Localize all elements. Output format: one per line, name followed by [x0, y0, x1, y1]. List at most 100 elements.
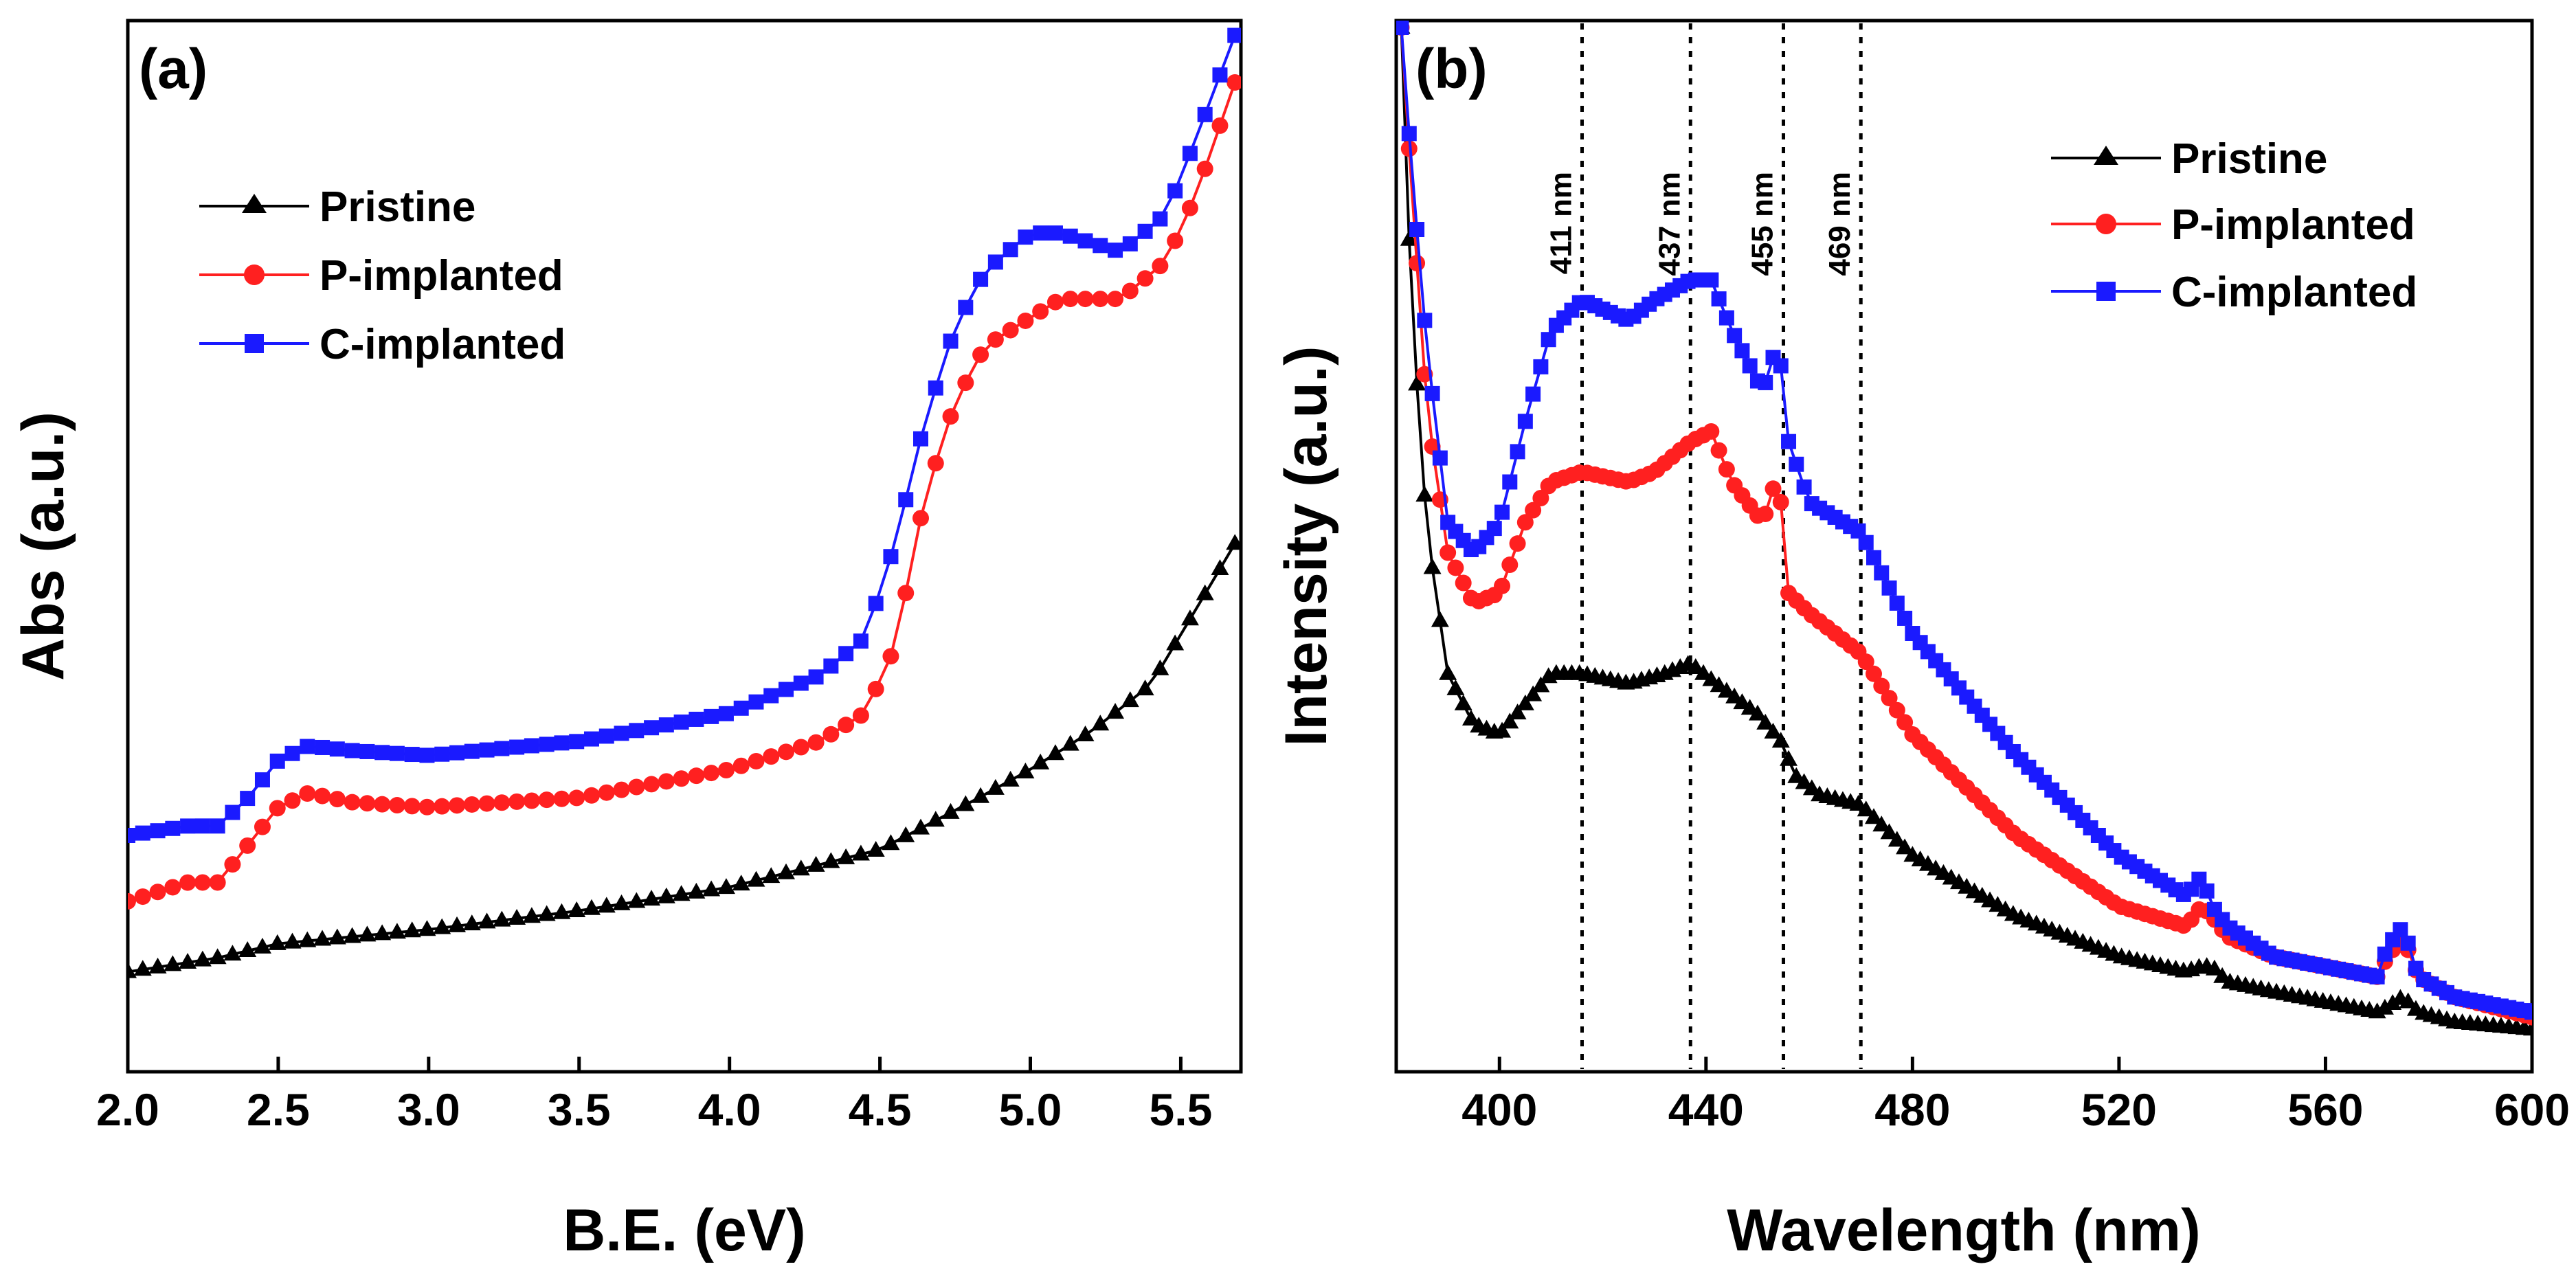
panel-a-point-pristine — [1136, 679, 1154, 696]
panel-b-point-p-implanted — [1525, 502, 1542, 519]
panel-a-point-p-implanted — [209, 874, 226, 891]
panel-b-point-p-implanted — [1455, 574, 1472, 592]
panel-a-point-p-implanted — [359, 795, 376, 812]
panel-a-point-c-implanted — [479, 742, 495, 758]
panel-a-point-p-implanted — [403, 798, 421, 815]
panel-b-frame — [1394, 19, 2534, 1074]
panel-a-point-pristine — [403, 921, 421, 938]
panel-a-point-pristine — [508, 908, 526, 925]
panel-b-point-c-implanted — [2377, 946, 2393, 962]
panel-a-point-pristine — [313, 930, 332, 946]
panel-a-point-pristine — [1016, 762, 1035, 778]
panel-b-point-c-implanted — [1533, 359, 1549, 374]
legend-b-label-pristine: Pristine — [2171, 135, 2327, 183]
panel-a-point-p-implanted — [1017, 312, 1034, 329]
panel-a-x-tick-label: 2.5 — [247, 1084, 310, 1135]
panel-a-point-c-implanted — [524, 738, 539, 754]
panel-a-point-c-implanted — [284, 745, 300, 761]
panel-a-point-p-implanted — [927, 455, 944, 472]
panel-b-point-p-implanted — [1881, 690, 1898, 707]
panel-a-point-c-implanted — [1093, 238, 1108, 254]
panel-b-point-c-implanted — [2199, 883, 2215, 899]
panel-a-point-c-implanted — [1018, 229, 1033, 245]
panel-b-point-c-implanted — [1502, 474, 1518, 490]
panel-a-point-c-implanted — [419, 747, 435, 763]
panel-a-point-p-implanted — [388, 797, 405, 814]
panel-a-point-c-implanted — [449, 745, 465, 761]
panel-b-point-p-implanted — [1532, 490, 1549, 507]
panel-a-point-p-implanted — [852, 707, 869, 724]
panel-a-point-p-implanted — [374, 796, 391, 813]
panel-b-legend: Pristine P-implanted C-implanted — [2051, 135, 2417, 316]
panel-a-point-p-implanted — [254, 818, 271, 835]
panel-b-x-tick-label: 440 — [1668, 1084, 1744, 1135]
panel-a-point-p-implanted — [224, 856, 241, 873]
panel-b-point-pristine — [1439, 664, 1457, 680]
panel-a-frame — [126, 19, 1243, 1074]
panel-a-x-tick-label: 3.5 — [548, 1084, 611, 1135]
panel-a-point-p-implanted — [1152, 258, 1169, 275]
panel-a-point-p-implanted — [164, 879, 181, 896]
reference-line-label: 437 nm — [1653, 172, 1686, 276]
panel-a-point-c-implanted — [987, 254, 1003, 270]
panel-a-point-p-implanted — [463, 796, 480, 813]
panel-b-point-pristine — [1748, 704, 1767, 721]
panel-a-point-pristine — [612, 894, 631, 910]
panel-a-point-c-implanted — [644, 720, 660, 736]
legend-b-marker-pristine — [2094, 146, 2118, 165]
panel-a-point-c-implanted — [329, 741, 345, 757]
panel-a-point-c-implanted — [1122, 236, 1138, 251]
panel-a-point-p-implanted — [418, 798, 436, 816]
panel-b-point-pristine — [1872, 816, 1891, 832]
panel-b-point-c-implanted — [2393, 922, 2408, 938]
panel-b-y-axis-title: Intensity (a.u.) — [1273, 346, 1339, 747]
panel-a-point-pristine — [792, 859, 810, 876]
panel-b-point-pristine — [2384, 994, 2402, 1010]
panel-a-point-c-implanted — [1152, 211, 1168, 227]
panel-a-point-c-implanted — [958, 300, 974, 315]
panel-b-point-p-implanted — [1447, 559, 1464, 576]
panel-a-point-p-implanted — [553, 790, 570, 807]
panel-a-y-axis-title: Abs (a.u.) — [10, 412, 76, 681]
panel-b-point-p-implanted — [1718, 461, 1735, 478]
panel-a-point-c-implanted — [194, 818, 210, 834]
panel-b-point-c-implanted — [1409, 222, 1425, 237]
panel-a-point-pristine — [343, 927, 361, 943]
panel-a-point-pristine — [777, 863, 796, 879]
panel-b-point-c-implanted — [1432, 450, 1448, 466]
panel-b-point-pristine — [1454, 694, 1472, 710]
panel-a-point-pristine — [388, 923, 406, 939]
panel-a-point-pristine — [717, 878, 735, 895]
panel-a-point-c-implanted — [629, 723, 645, 739]
panel-b-point-pristine — [1686, 657, 1705, 674]
panel-b-point-p-implanted — [1873, 677, 1890, 695]
panel-a-point-pristine — [1046, 744, 1064, 761]
panel-a-point-c-implanted — [210, 818, 225, 834]
panel-a-point-c-implanted — [704, 708, 719, 724]
panel-b-point-p-implanted — [1516, 514, 1534, 531]
panel-a-point-p-implanted — [972, 346, 989, 363]
panel-b-point-pristine — [1857, 800, 1875, 817]
panel-a-point-c-implanted — [928, 380, 943, 396]
panel-b-point-c-implanted — [1734, 343, 1750, 359]
panel-a-point-pristine — [1151, 659, 1169, 675]
panel-b-point-p-implanted — [1896, 714, 1914, 731]
panel-a-point-c-implanted — [779, 682, 794, 697]
panel-b-point-pristine — [1408, 374, 1426, 391]
panel-b-point-pristine — [1446, 679, 1465, 695]
panel-a-point-c-implanted — [853, 633, 869, 649]
panel-b-point-pristine — [1880, 823, 1899, 840]
panel-a-point-p-implanted — [987, 331, 1004, 348]
panel-a-point-c-implanted — [180, 818, 196, 834]
panel-a-point-p-implanted — [717, 761, 735, 778]
panel-a-point-c-implanted — [1212, 67, 1228, 83]
panel-a-point-pristine — [672, 885, 691, 901]
panel-a-point-p-implanted — [658, 773, 675, 790]
panel-a-point-p-implanted — [912, 510, 929, 527]
panel-a-point-p-implanted — [583, 787, 600, 804]
panel-b-point-c-implanted — [1424, 385, 1440, 401]
panel-a-point-c-implanted — [539, 736, 555, 752]
panel-a-point-p-implanted — [134, 888, 151, 906]
panel-a-point-p-implanted — [344, 794, 361, 811]
panel-b-point-c-implanted — [1850, 523, 1866, 539]
